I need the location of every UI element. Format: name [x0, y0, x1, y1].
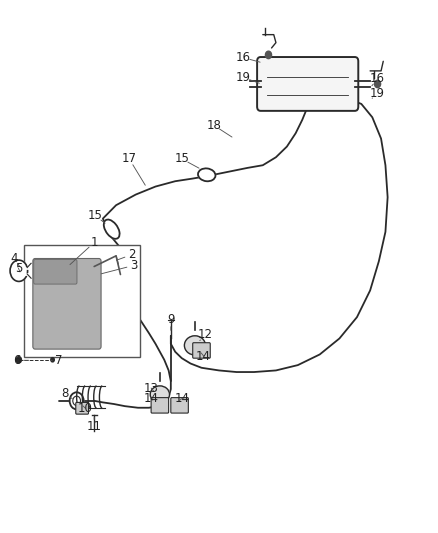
- FancyBboxPatch shape: [76, 402, 88, 414]
- Text: 19: 19: [370, 87, 385, 100]
- Text: 15: 15: [174, 152, 189, 165]
- Text: 14: 14: [174, 392, 189, 405]
- Circle shape: [51, 358, 54, 362]
- Text: 6: 6: [13, 354, 21, 367]
- FancyBboxPatch shape: [151, 398, 169, 413]
- Text: 19: 19: [236, 71, 251, 84]
- Circle shape: [70, 392, 84, 409]
- Text: 14: 14: [196, 350, 211, 362]
- FancyBboxPatch shape: [193, 343, 210, 358]
- Circle shape: [10, 260, 28, 281]
- Text: 11: 11: [87, 420, 102, 433]
- Circle shape: [374, 80, 381, 87]
- Text: 14: 14: [144, 392, 159, 405]
- Text: 5: 5: [15, 262, 22, 274]
- Ellipse shape: [184, 336, 205, 355]
- Bar: [24, 245, 140, 357]
- Text: 16: 16: [370, 72, 385, 85]
- Ellipse shape: [104, 220, 120, 239]
- Ellipse shape: [150, 386, 170, 403]
- Text: 1: 1: [90, 236, 98, 249]
- Text: 7: 7: [55, 354, 63, 367]
- Text: 18: 18: [206, 119, 221, 132]
- Text: 15: 15: [88, 209, 103, 222]
- Text: 12: 12: [198, 328, 212, 341]
- Text: 3: 3: [130, 259, 137, 272]
- Text: 2: 2: [127, 248, 135, 261]
- Circle shape: [16, 357, 21, 363]
- Text: 8: 8: [61, 387, 68, 400]
- FancyBboxPatch shape: [257, 57, 358, 111]
- Text: 10: 10: [78, 402, 93, 415]
- Circle shape: [265, 51, 272, 59]
- Text: 9: 9: [167, 313, 175, 326]
- Text: 17: 17: [122, 152, 137, 165]
- Text: 4: 4: [11, 252, 18, 265]
- Text: 16: 16: [236, 51, 251, 64]
- Circle shape: [73, 396, 81, 406]
- FancyBboxPatch shape: [33, 259, 101, 349]
- Ellipse shape: [198, 168, 215, 181]
- FancyBboxPatch shape: [171, 398, 188, 413]
- Text: 13: 13: [144, 382, 159, 394]
- FancyBboxPatch shape: [34, 260, 77, 284]
